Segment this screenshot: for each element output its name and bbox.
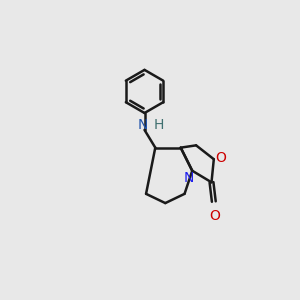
Text: O: O (209, 209, 220, 223)
Text: O: O (215, 152, 226, 165)
Text: N: N (137, 118, 148, 131)
Text: H: H (154, 118, 164, 131)
Text: N: N (184, 171, 194, 185)
